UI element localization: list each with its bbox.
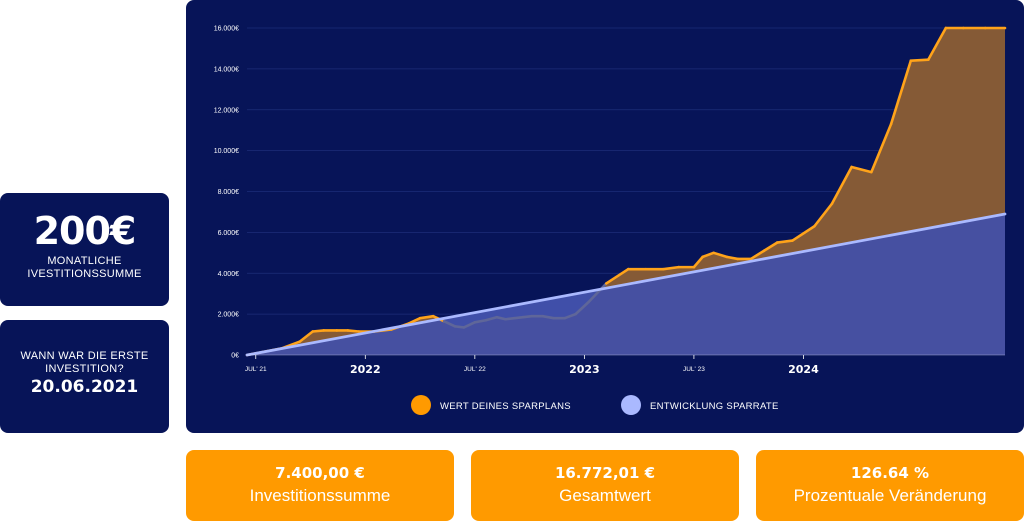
plan-line-segment bbox=[473, 318, 488, 324]
x-tick-label: JUL' 22 bbox=[464, 366, 486, 373]
plan-line-segment bbox=[521, 314, 534, 319]
x-tick-label: 2022 bbox=[350, 363, 381, 376]
plan-line-segment bbox=[442, 319, 457, 328]
chart-card: 0€ 2.000€ 4.000€ 6.000€ 8.000€ 10.000€ 12.000€… bbox=[186, 0, 1024, 433]
legend-label: ENTWICKLUNG SPARRATE bbox=[650, 401, 779, 412]
legend-marker bbox=[411, 395, 431, 415]
monthly-investment-card: 200€ MONATLICHE IVESTITIONSSUMME bbox=[0, 193, 169, 306]
y-tick-label: 16.000€ bbox=[214, 26, 239, 33]
plan-line-segment bbox=[775, 239, 794, 244]
plan-line-segment bbox=[504, 316, 516, 321]
savings-chart: 0€ 2.000€ 4.000€ 6.000€ 8.000€ 10.000€ 12.000€… bbox=[214, 26, 1007, 415]
plan-line-segment bbox=[927, 26, 948, 61]
stat-label: Gesamtwert bbox=[559, 486, 651, 505]
plan-line-segment bbox=[909, 58, 930, 63]
plan-line-segment bbox=[791, 224, 816, 242]
legend-label: WERT DEINES SPARPLANS bbox=[440, 401, 571, 412]
plan-line-segment bbox=[462, 320, 477, 329]
first-investment-label-line2: INVESTITION? bbox=[45, 363, 124, 375]
stat-label: Investitionssumme bbox=[249, 486, 391, 505]
plan-line-segment bbox=[574, 300, 591, 316]
plan-line-segment bbox=[407, 316, 422, 325]
plan-line-segment bbox=[762, 241, 779, 253]
y-tick-label: 8.000€ bbox=[218, 189, 240, 196]
first-investment-date: 20.06.2021 bbox=[30, 377, 139, 397]
legend-marker bbox=[621, 395, 641, 415]
y-tick-label: 12.000€ bbox=[214, 107, 239, 114]
stat-investment-sum: 7.400,00 € Investitionssumme bbox=[186, 450, 454, 521]
stat-value: 7.400,00 € bbox=[275, 464, 365, 482]
first-investment-label: WANN WAR DIE ERSTE INVESTITION? bbox=[0, 350, 169, 376]
y-tick-label: 4.000€ bbox=[218, 271, 240, 278]
y-tick-label: 10.000€ bbox=[214, 148, 239, 155]
plan-line-segment bbox=[725, 255, 740, 261]
plan-line-segment bbox=[813, 202, 834, 228]
y-tick-label: 0€ bbox=[231, 353, 239, 360]
plan-line-segment bbox=[604, 267, 630, 285]
plan-line-segment bbox=[484, 315, 499, 322]
x-tick-label: JUL' 23 bbox=[683, 366, 705, 373]
plan-line-segment bbox=[298, 330, 315, 344]
monthly-label: MONATLICHE IVESTITIONSSUMME bbox=[0, 255, 169, 281]
plan-line-segment bbox=[512, 315, 525, 320]
plan-line-segment bbox=[346, 329, 361, 333]
plan-line-segment bbox=[418, 314, 435, 320]
plan-line-segment bbox=[311, 329, 325, 333]
plan-line-segment bbox=[712, 251, 729, 259]
plan-line-segment bbox=[701, 251, 715, 259]
stat-value: 126.64 % bbox=[850, 464, 930, 482]
monthly-label-line2: IVESTITIONSSUMME bbox=[27, 268, 142, 280]
x-tick-label: 2023 bbox=[569, 363, 600, 376]
plan-line-segment bbox=[850, 165, 873, 174]
stat-label: Prozentuale Veränderung bbox=[793, 486, 987, 505]
y-tick-label: 14.000€ bbox=[214, 66, 239, 73]
stat-value: 16.772,01 € bbox=[554, 464, 656, 482]
plan-line-segment bbox=[830, 165, 853, 206]
plan-line-segment bbox=[870, 122, 893, 174]
plan-line-segment bbox=[692, 255, 704, 269]
first-investment-card: WANN WAR DIE ERSTE INVESTITION? 20.06.20… bbox=[0, 320, 169, 433]
plan-line-segment bbox=[661, 265, 680, 271]
monthly-label-line1: MONATLICHE bbox=[47, 255, 122, 267]
plan-line-segment bbox=[749, 249, 766, 261]
plan-line-segment bbox=[495, 315, 507, 321]
x-tick-label: 2024 bbox=[788, 363, 819, 376]
monthly-amount: 200€ bbox=[33, 209, 137, 253]
y-tick-label: 6.000€ bbox=[218, 230, 240, 237]
plan-line-segment bbox=[587, 282, 608, 304]
stat-percent-change: 126.64 % Prozentuale Veränderung bbox=[756, 450, 1024, 521]
plan-line-segment bbox=[453, 325, 466, 329]
plan-line-segment bbox=[541, 314, 556, 320]
first-investment-label-line1: WANN WAR DIE ERSTE bbox=[20, 350, 149, 362]
plan-line-segment bbox=[563, 312, 577, 320]
stat-total-value: 16.772,01 € Gesamtwert bbox=[471, 450, 739, 521]
plan-line-segment bbox=[889, 59, 913, 126]
sparrate-line bbox=[245, 212, 1007, 357]
y-tick-label: 2.000€ bbox=[218, 312, 240, 319]
x-tick-label: JUL' 21 bbox=[245, 366, 267, 373]
